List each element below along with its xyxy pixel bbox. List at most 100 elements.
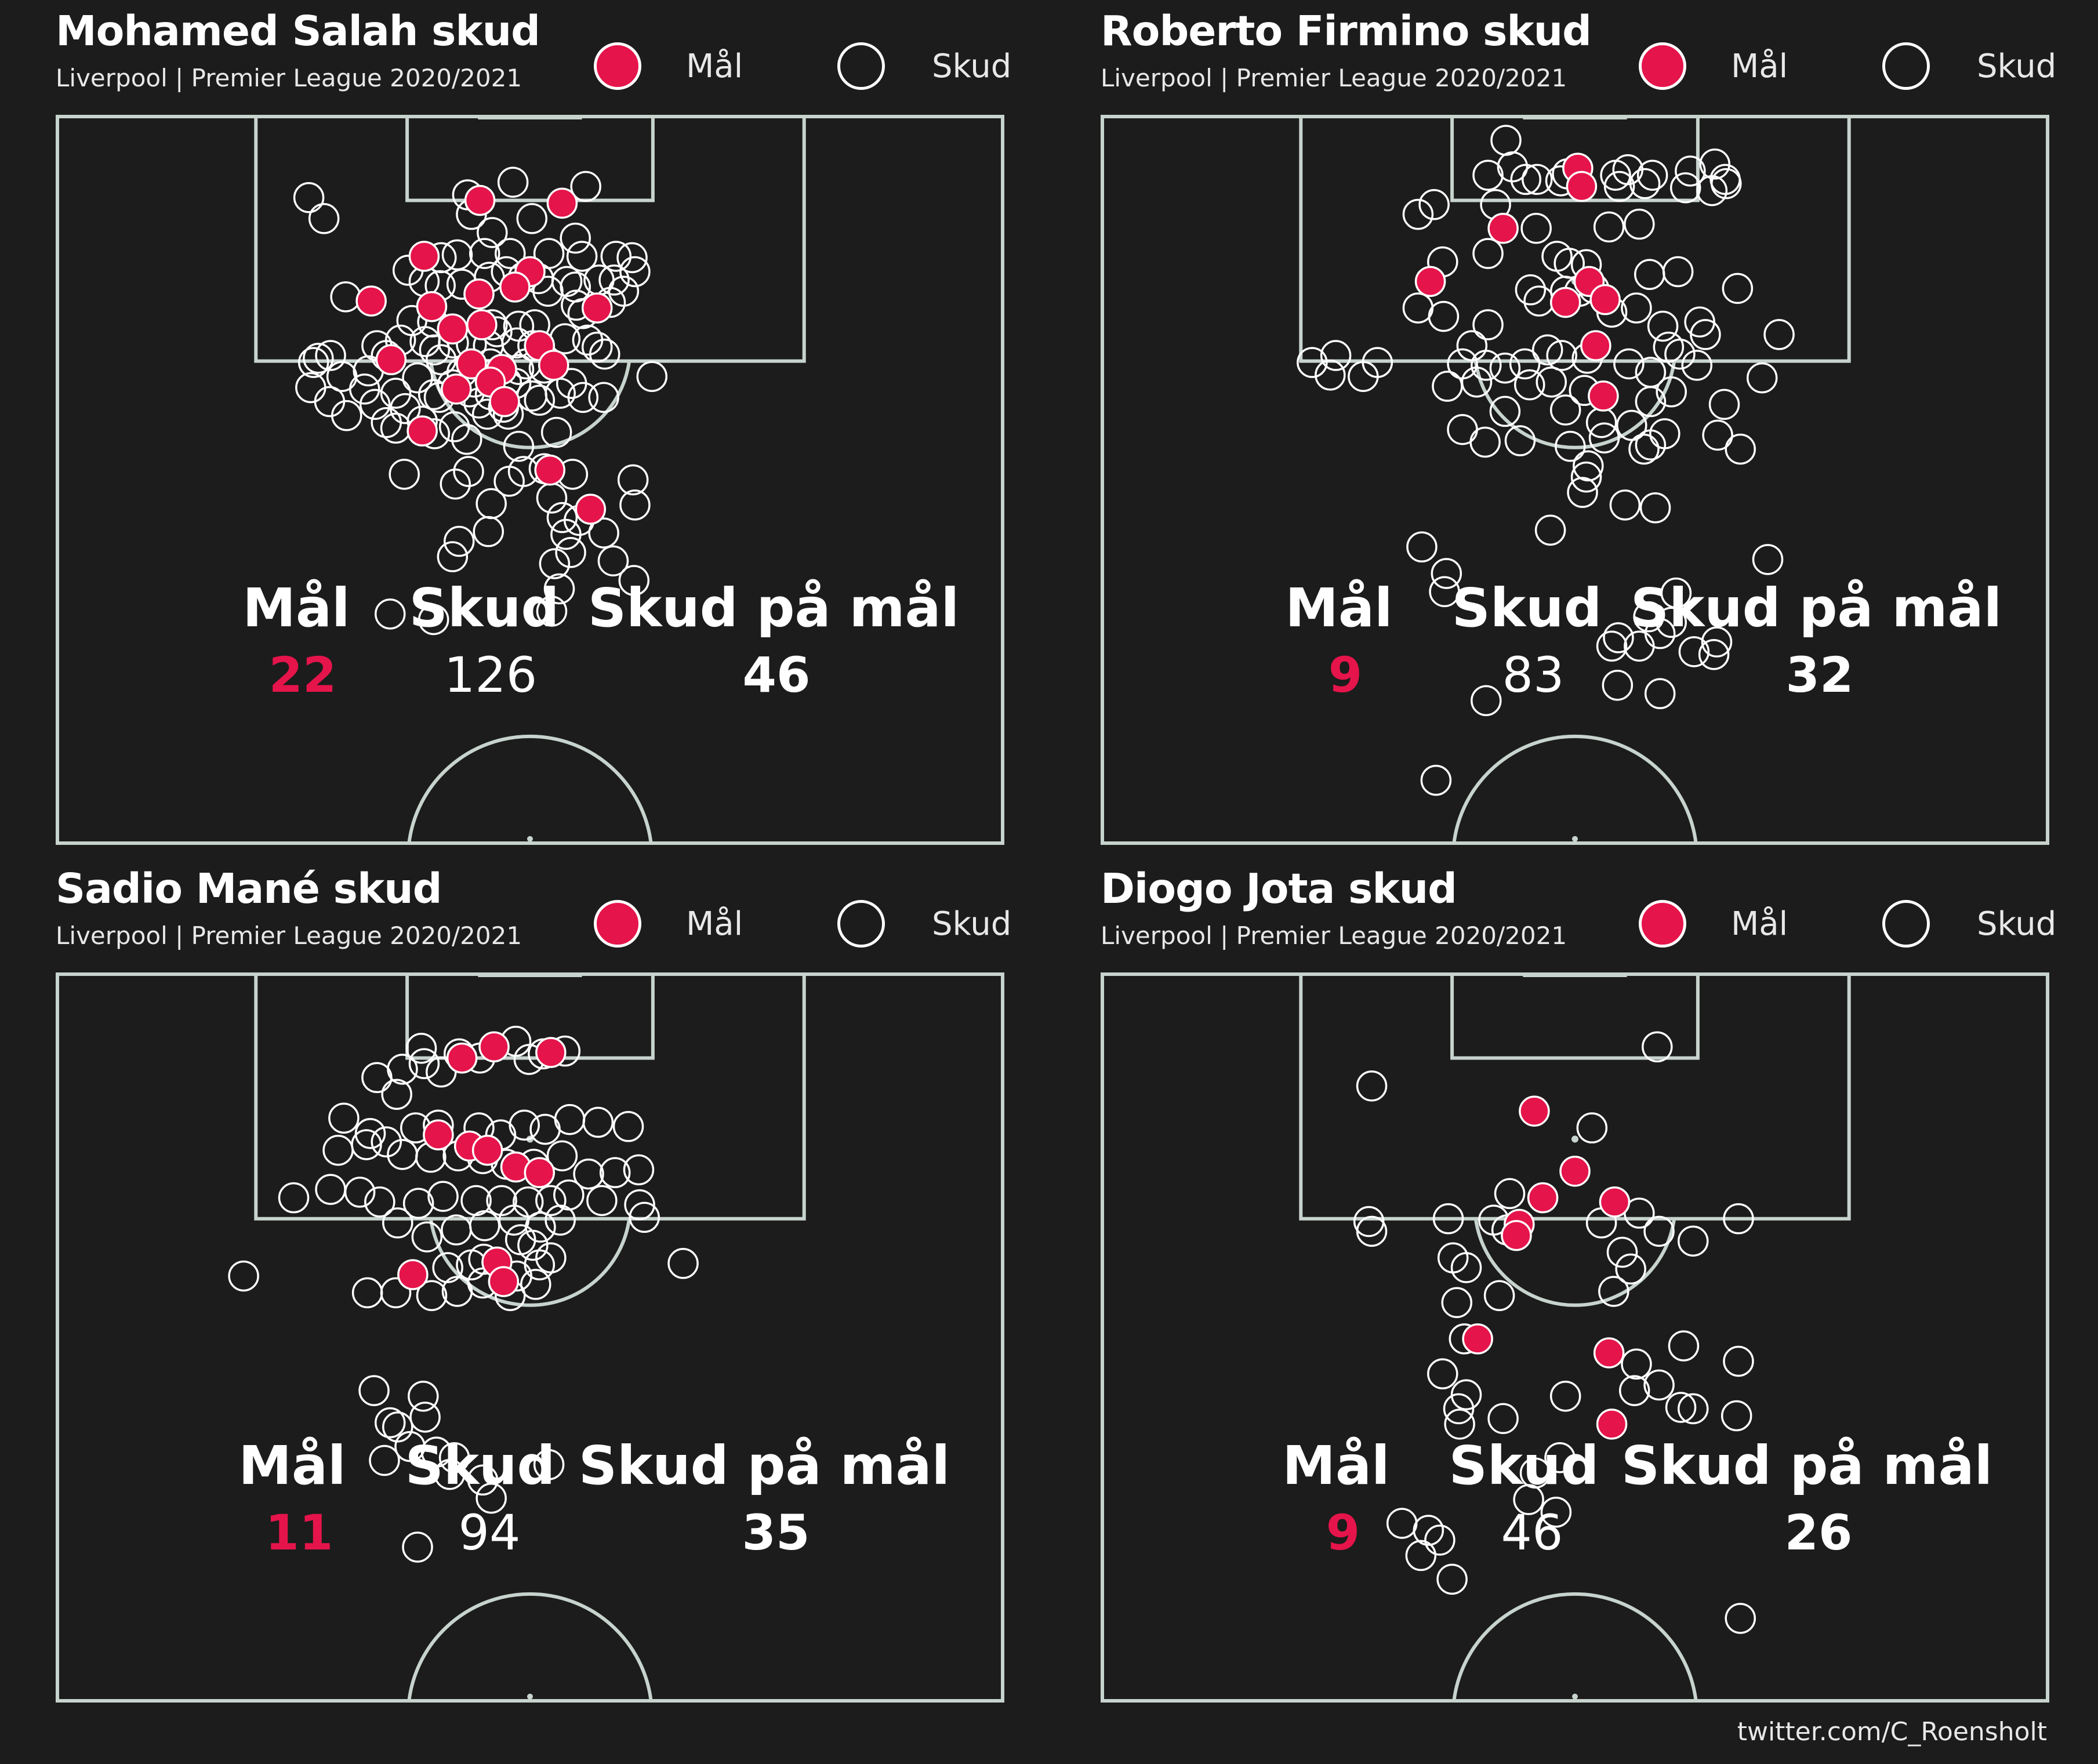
shot-marker xyxy=(1489,352,1521,384)
goal-marker xyxy=(1589,284,1621,315)
shot-marker xyxy=(1546,340,1577,371)
penalty-arc xyxy=(429,1218,631,1307)
shot-marker xyxy=(1634,259,1665,291)
shot-marker xyxy=(554,1104,586,1135)
shot-marker xyxy=(599,1157,631,1188)
chart-title: Roberto Firmino skud xyxy=(1101,7,1592,55)
goal-marker xyxy=(463,278,495,310)
shot-marker xyxy=(1509,348,1541,380)
shot-marker xyxy=(1544,1442,1576,1473)
shot-marker xyxy=(497,166,529,198)
stat-goals-value: 9 xyxy=(1326,1504,1360,1561)
shot-marker xyxy=(1472,238,1504,269)
shot-marker xyxy=(1602,669,1634,701)
shot-marker xyxy=(1698,638,1730,670)
shot-marker xyxy=(1642,1031,1673,1063)
shot-marker xyxy=(1696,175,1728,206)
shot-marker xyxy=(495,238,526,269)
shot-marker xyxy=(572,324,604,356)
shot-marker xyxy=(588,517,619,549)
shot-marker xyxy=(582,1106,614,1138)
shot-marker xyxy=(228,1260,259,1292)
goal-marker xyxy=(534,454,565,486)
shot-marker xyxy=(1678,1225,1709,1257)
shot-marker xyxy=(1628,433,1660,465)
shot-marker xyxy=(1471,350,1502,381)
shot-marker xyxy=(517,1229,549,1261)
penalty-spot xyxy=(1571,1135,1578,1143)
chart-title: Sadio Mané skud xyxy=(56,865,442,913)
shot-marker xyxy=(402,1188,434,1219)
shot-marker xyxy=(444,525,475,557)
shot-marker xyxy=(315,1174,346,1205)
shot-marker xyxy=(1522,164,1553,195)
shot-marker xyxy=(440,468,471,500)
shot-marker xyxy=(331,400,362,431)
legend-shot-marker xyxy=(1882,42,1930,90)
shot-marker xyxy=(1598,1276,1629,1307)
shot-marker xyxy=(467,1464,499,1496)
shot-marker xyxy=(1678,1393,1709,1425)
shot-marker xyxy=(493,466,525,497)
shot-marker xyxy=(349,373,380,405)
shot-marker xyxy=(416,1280,448,1311)
shot-marker xyxy=(1606,1236,1638,1268)
shot-marker xyxy=(381,1079,412,1110)
six-yard-box xyxy=(1450,972,1700,1060)
shot-marker xyxy=(1447,414,1478,445)
goal-marker xyxy=(1462,1323,1493,1355)
shot-marker xyxy=(503,430,535,462)
shot-marker xyxy=(418,604,449,636)
shot-marker xyxy=(303,343,334,374)
goal-marker xyxy=(499,271,531,303)
goal-marker xyxy=(1596,1409,1628,1440)
shot-marker xyxy=(1489,395,1521,427)
stat-shots-label: Skud xyxy=(1449,1435,1599,1497)
shot-marker xyxy=(1752,544,1784,575)
goal-marker xyxy=(446,1042,478,1074)
shot-marker xyxy=(1297,347,1328,378)
shot-marker xyxy=(551,266,583,297)
shot-marker xyxy=(438,411,470,442)
shot-marker xyxy=(1609,489,1641,521)
panel-firmino: Roberto Firmino skud Liverpool | Premier… xyxy=(1101,0,2086,845)
shot-marker xyxy=(1668,1330,1700,1362)
shot-marker xyxy=(369,1444,400,1476)
shot-marker xyxy=(476,488,507,520)
shot-marker xyxy=(1356,1215,1388,1247)
stat-sot-value: 26 xyxy=(1784,1504,1853,1561)
shot-marker xyxy=(476,1482,507,1514)
shot-marker xyxy=(441,239,473,271)
shot-marker xyxy=(1665,1392,1697,1423)
goal-marker xyxy=(464,184,496,216)
shot-marker xyxy=(1763,319,1795,350)
chart-subtitle: Liverpool | Premier League 2020/2021 xyxy=(56,64,522,92)
shot-marker xyxy=(1436,1563,1468,1595)
shot-marker xyxy=(623,1154,655,1186)
shot-marker xyxy=(617,464,649,496)
shot-marker xyxy=(555,537,586,568)
shot-marker xyxy=(616,242,648,274)
shot-marker xyxy=(543,573,575,605)
shot-marker xyxy=(1413,1515,1444,1546)
shot-marker xyxy=(1690,319,1721,350)
shot-marker xyxy=(453,456,484,487)
stat-goals-value: 11 xyxy=(265,1504,333,1561)
shot-marker xyxy=(1444,1409,1475,1440)
goal-marker xyxy=(535,1037,567,1068)
shot-marker xyxy=(1519,1457,1551,1489)
shot-marker xyxy=(382,1411,413,1443)
shot-marker xyxy=(1405,1540,1437,1571)
shot-marker xyxy=(581,331,613,363)
shot-marker xyxy=(1639,492,1671,524)
shot-marker xyxy=(1635,386,1667,418)
shot-marker xyxy=(1624,208,1655,240)
center-spot xyxy=(1572,1693,1578,1700)
shot-marker xyxy=(520,1269,551,1300)
shot-marker xyxy=(532,275,564,307)
shot-marker xyxy=(1678,636,1710,667)
shot-marker xyxy=(1647,310,1679,342)
legend-goal-marker xyxy=(1639,900,1686,948)
shot-marker xyxy=(1432,371,1463,402)
shot-marker xyxy=(612,1110,644,1142)
